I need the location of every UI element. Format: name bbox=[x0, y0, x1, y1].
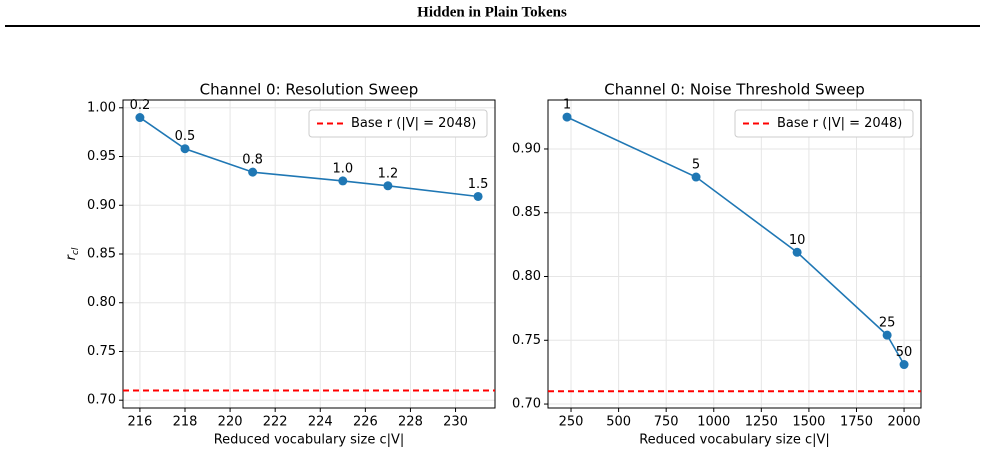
x-tick-label: 250 bbox=[559, 415, 584, 430]
y-label-sub: cl bbox=[71, 247, 81, 255]
x-tick-label: 1000 bbox=[697, 415, 730, 430]
data-point bbox=[248, 167, 258, 177]
point-label: 50 bbox=[896, 345, 913, 360]
y-tick-label: 0.80 bbox=[87, 295, 116, 310]
point-label: 1 bbox=[563, 98, 571, 113]
header-title: Hidden in Plain Tokens bbox=[417, 4, 567, 20]
y-axis-label: rcl bbox=[64, 247, 81, 260]
legend-label: Base r (|V| = 2048) bbox=[351, 116, 476, 131]
data-point bbox=[383, 181, 393, 191]
point-label: 1.5 bbox=[468, 177, 489, 192]
point-label: 0.8 bbox=[242, 153, 263, 168]
legend-label: Base r (|V| = 2048) bbox=[777, 116, 902, 131]
x-axis-label: Reduced vocabulary size c|V| bbox=[639, 433, 830, 448]
x-axis-label: Reduced vocabulary size c|V| bbox=[214, 433, 405, 448]
y-tick-label: 0.80 bbox=[512, 269, 541, 284]
point-label: 0.5 bbox=[175, 129, 196, 144]
point-label: 0.2 bbox=[130, 98, 151, 113]
x-tick-label: 218 bbox=[173, 415, 198, 430]
data-point bbox=[899, 360, 909, 370]
data-point bbox=[691, 172, 701, 182]
data-point bbox=[882, 330, 892, 340]
y-tick-label: 0.90 bbox=[87, 198, 116, 213]
y-tick-label: 0.95 bbox=[87, 149, 116, 164]
x-tick-label: 750 bbox=[654, 415, 679, 430]
plot-frame bbox=[547, 99, 922, 409]
data-point bbox=[473, 191, 483, 201]
point-label: 1.0 bbox=[332, 161, 353, 176]
legend-box bbox=[734, 109, 914, 138]
chart-title: Channel 0: Noise Threshold Sweep bbox=[604, 81, 865, 99]
x-tick-label: 1250 bbox=[745, 415, 778, 430]
x-tick-label: 230 bbox=[443, 415, 468, 430]
data-point bbox=[338, 176, 348, 186]
y-tick-label: 1.00 bbox=[87, 100, 116, 115]
data-point bbox=[180, 144, 190, 154]
point-label: 5 bbox=[692, 158, 700, 173]
x-tick-label: 220 bbox=[218, 415, 243, 430]
plot-frame bbox=[122, 99, 496, 409]
y-tick-label: 0.70 bbox=[87, 393, 116, 408]
point-label: 25 bbox=[879, 316, 896, 331]
x-tick-label: 1750 bbox=[840, 415, 873, 430]
legend-box bbox=[308, 109, 488, 138]
series-line bbox=[139, 116, 479, 198]
chart-title: Channel 0: Resolution Sweep bbox=[200, 81, 419, 99]
x-tick-label: 1500 bbox=[792, 415, 825, 430]
x-tick-label: 228 bbox=[398, 415, 423, 430]
y-tick-label: 0.85 bbox=[512, 205, 541, 220]
x-tick-label: 226 bbox=[353, 415, 378, 430]
x-tick-label: 2000 bbox=[888, 415, 921, 430]
data-point bbox=[562, 112, 572, 122]
series-line bbox=[566, 116, 905, 365]
y-tick-label: 0.75 bbox=[87, 344, 116, 359]
x-tick-label: 224 bbox=[308, 415, 333, 430]
y-label-main: r bbox=[64, 253, 79, 260]
point-label: 1.2 bbox=[378, 166, 399, 181]
y-tick-label: 0.70 bbox=[512, 397, 541, 412]
y-tick-label: 0.90 bbox=[512, 141, 541, 156]
y-tick-label: 0.85 bbox=[87, 247, 116, 262]
data-point bbox=[792, 247, 802, 257]
point-label: 10 bbox=[789, 233, 806, 248]
x-tick-label: 500 bbox=[606, 415, 631, 430]
data-point bbox=[135, 113, 145, 123]
y-tick-label: 0.75 bbox=[512, 333, 541, 348]
x-tick-label: 222 bbox=[263, 415, 288, 430]
x-tick-label: 216 bbox=[127, 415, 152, 430]
